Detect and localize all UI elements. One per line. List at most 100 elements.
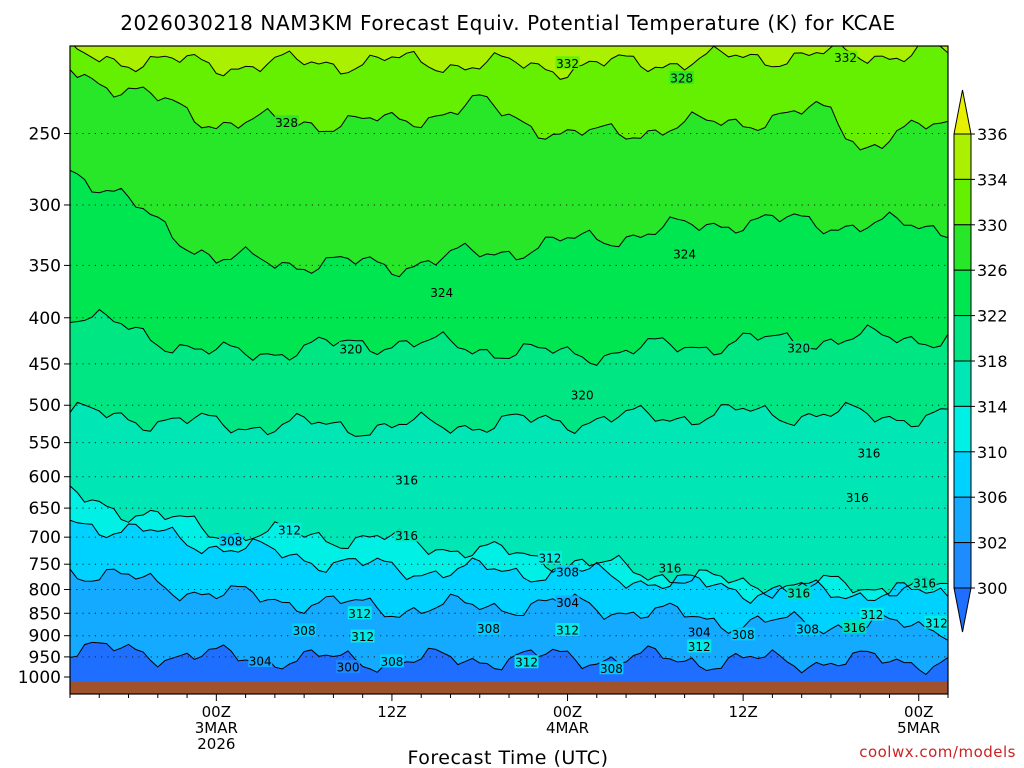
- colorbar-bin-318: [953, 315, 972, 362]
- contour-label-328: 328: [669, 70, 694, 85]
- colorbar-tick-label: 318: [977, 352, 1008, 371]
- fill-band-314: [70, 402, 948, 599]
- contour-316: [70, 401, 948, 437]
- contour-label-bg: [347, 606, 372, 620]
- colorbar-bin-330: [953, 178, 972, 226]
- contour-label-text: 308: [796, 623, 819, 637]
- contour-label-bg: [786, 585, 811, 599]
- contour-324: [70, 169, 948, 278]
- colorbar-tick-label: 302: [977, 534, 1008, 553]
- colorbar-tick-label: 336: [977, 125, 1008, 144]
- contour-label-text: 308: [293, 624, 316, 638]
- y-tick-label: 600: [29, 468, 61, 488]
- contour-label-text: 308: [380, 655, 403, 669]
- contour-label-bg: [394, 528, 419, 542]
- contour-label-312: 312: [277, 522, 302, 537]
- contour-label-bg: [845, 490, 870, 504]
- contour-label-312: 312: [347, 606, 372, 621]
- y-tick-label: 650: [29, 499, 61, 519]
- contour-label-304: 304: [248, 653, 273, 668]
- contour-label-bg: [687, 639, 712, 653]
- colorbar-bin-306: [953, 451, 972, 498]
- colorbar-tick-label: 322: [977, 307, 1008, 326]
- contour-312: [70, 485, 948, 599]
- contour-label-bg: [429, 285, 454, 299]
- colorbar-tick-label: 326: [977, 261, 1008, 280]
- contour-label-text: 300: [337, 661, 360, 675]
- colorbar-bin-326: [953, 224, 972, 271]
- contour-label-316: 316: [912, 576, 937, 591]
- colorbar-bin-302: [953, 496, 972, 544]
- contour-label-text: 316: [787, 586, 810, 600]
- colorbar-tick-label: 314: [977, 397, 1008, 416]
- contour-label-308: 308: [218, 534, 243, 549]
- contour-label-bg: [394, 472, 419, 486]
- contour-label-text: 324: [673, 248, 696, 262]
- x-tick-label: 12Z: [377, 703, 406, 721]
- contour-label-bg: [672, 247, 697, 261]
- contour-308: [70, 519, 948, 604]
- y-tick-label: 850: [29, 604, 61, 624]
- contour-label-bg: [537, 550, 562, 564]
- contour-label-bg: [856, 446, 881, 460]
- y-tick-label: 300: [29, 196, 61, 216]
- contour-label-bg: [555, 595, 580, 609]
- x-tick-label: 3MAR: [195, 719, 238, 737]
- x-tick-label: 00Z: [904, 703, 933, 721]
- colorbar-bin-314: [953, 360, 972, 407]
- contour-label-text: 332: [556, 57, 579, 71]
- contour-label-text: 312: [515, 656, 538, 670]
- contour-label-332: 332: [833, 50, 858, 65]
- colorbar: 336 334 330 326 322 318 314 310 306 302 300: [953, 89, 1008, 633]
- fill-band-330: [70, 46, 948, 150]
- contour-label-304: 304: [687, 624, 712, 639]
- y-tick-label: 950: [29, 648, 61, 668]
- contour-label-text: 328: [275, 116, 298, 130]
- contour-label-bg: [669, 70, 694, 84]
- contour-label-text: 316: [395, 473, 418, 487]
- contour-label-312: 312: [555, 622, 580, 637]
- fill-band-302: [70, 569, 948, 675]
- contour-label-bg: [786, 340, 811, 354]
- plot-area: [70, 46, 948, 694]
- contour-label-320: 320: [786, 340, 811, 355]
- y-tick-label: 700: [29, 528, 61, 548]
- contour-label-bg: [555, 56, 580, 70]
- x-tick-label: 4MAR: [546, 719, 589, 737]
- fill-band-322: [70, 170, 948, 366]
- contour-label-312: 312: [350, 629, 375, 644]
- contour-label-text: 312: [688, 640, 711, 654]
- colorbar-bin-322: [953, 269, 972, 317]
- contour-label-316: 316: [845, 490, 870, 505]
- contour-label-bg: [570, 387, 595, 401]
- x-tick-label: 12Z: [728, 703, 757, 721]
- gridlines: [70, 132, 948, 658]
- contour-label-324: 324: [672, 247, 697, 262]
- chart-title: 2026030218 NAM3KM Forecast Equiv. Potent…: [120, 11, 896, 35]
- contour-label-text: 316: [846, 491, 869, 505]
- contour-label-bg: [350, 629, 375, 643]
- contour-label-312: 312: [859, 607, 884, 622]
- colorbar-bin-310: [953, 405, 972, 453]
- contour-label-text: 316: [858, 447, 881, 461]
- x-tick-label: 5MAR: [897, 719, 940, 737]
- colorbar-bin-300: [953, 542, 972, 589]
- colorbar-tick-label: 310: [977, 443, 1008, 462]
- y-tick-label: 400: [29, 309, 61, 329]
- contour-label-text: 324: [430, 286, 453, 300]
- contour-label-text: 308: [477, 622, 500, 636]
- contour-label-bg: [277, 522, 302, 536]
- contour-label-bg: [218, 534, 243, 548]
- contour-label-316: 316: [856, 446, 881, 461]
- contour-label-304: 304: [555, 595, 580, 610]
- fill-band-306: [70, 520, 948, 641]
- fill-band-310: [70, 485, 948, 604]
- contour-label-308: 308: [555, 564, 580, 579]
- y-tick-label: 1000: [18, 668, 61, 688]
- contour-label-300: 300: [336, 660, 361, 675]
- y-tick-label: 750: [29, 555, 61, 575]
- contour-label-308: 308: [379, 654, 404, 669]
- colorbar-bin-334: [953, 133, 972, 180]
